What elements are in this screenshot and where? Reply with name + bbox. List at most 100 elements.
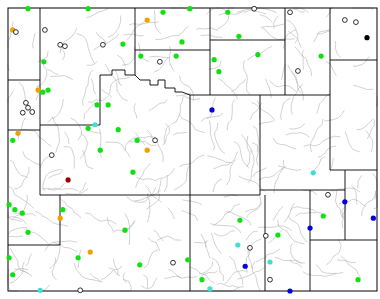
site-marker (145, 17, 150, 22)
site-marker (25, 6, 30, 11)
stream (19, 82, 26, 103)
site-marker (98, 148, 103, 153)
stream (367, 119, 374, 138)
stream (108, 16, 121, 38)
stream (173, 132, 187, 135)
stream (154, 58, 169, 73)
site-marker (153, 138, 158, 143)
stream (342, 207, 345, 218)
stream (288, 216, 307, 243)
site-marker (321, 213, 326, 218)
site-marker (174, 54, 179, 59)
stream (25, 229, 48, 244)
county-line (210, 8, 211, 95)
stream (303, 272, 336, 277)
stream (281, 98, 291, 120)
stream (134, 103, 137, 118)
site-marker (212, 57, 217, 62)
site-marker (63, 44, 68, 49)
stream (12, 195, 28, 219)
stream (9, 236, 23, 237)
stream (79, 182, 86, 192)
site-marker (94, 102, 99, 107)
stream (18, 118, 25, 140)
stream (212, 258, 223, 281)
stream (284, 203, 294, 222)
stream (48, 188, 78, 191)
stream (168, 208, 175, 220)
site-marker (237, 218, 242, 223)
site-marker (263, 233, 268, 238)
site-marker (88, 249, 93, 254)
county-line (330, 170, 377, 171)
stream (201, 234, 206, 248)
county-line (345, 170, 346, 240)
site-marker (43, 28, 48, 33)
stream (201, 35, 223, 37)
site-marker (76, 255, 81, 260)
site-marker (6, 255, 11, 260)
site-marker (45, 87, 50, 92)
site-marker (135, 138, 140, 143)
stream (116, 70, 120, 83)
streams (8, 8, 377, 291)
site-marker (40, 90, 45, 95)
stream (227, 100, 235, 131)
stream (85, 213, 117, 224)
site-marker (185, 257, 190, 262)
county-line (8, 8, 40, 80)
stream (326, 8, 332, 17)
stream (108, 268, 120, 276)
stream (179, 113, 205, 132)
stream (213, 179, 222, 192)
stream (362, 191, 376, 217)
stream (136, 175, 168, 181)
stream (172, 96, 184, 124)
stream (14, 167, 29, 189)
stream (253, 126, 259, 152)
stream (91, 78, 96, 94)
stream (135, 133, 145, 146)
site-marker (342, 18, 347, 23)
stream (43, 169, 61, 191)
stream (47, 69, 58, 75)
stream (205, 241, 210, 259)
stream (273, 206, 283, 220)
site-marker (288, 10, 293, 15)
site-marker (24, 100, 29, 105)
stream (35, 211, 68, 226)
county-line (330, 8, 331, 170)
stream (288, 65, 302, 93)
county-line (100, 70, 190, 110)
stream (122, 47, 135, 66)
stream (252, 261, 260, 291)
county-line (135, 50, 210, 51)
stream (59, 198, 81, 219)
site-marker (60, 207, 65, 212)
site-marker (100, 42, 105, 47)
stream (147, 130, 164, 162)
site-marker (26, 105, 31, 110)
stream (244, 8, 277, 13)
site-marker (307, 225, 312, 230)
site-marker (287, 288, 292, 293)
stream (11, 248, 32, 276)
stream (168, 269, 181, 278)
site-marker (225, 10, 230, 15)
stream (295, 47, 312, 76)
stream (196, 28, 218, 30)
stream (259, 121, 274, 124)
site-marker (371, 216, 376, 221)
stream (284, 30, 297, 49)
stream (302, 50, 303, 70)
site-marker (137, 262, 142, 267)
stream (8, 21, 13, 48)
county-line (8, 80, 40, 130)
stream (324, 110, 344, 121)
stream (246, 196, 261, 218)
stream (88, 96, 108, 102)
stream (199, 262, 213, 274)
stream (129, 142, 157, 146)
stream (217, 283, 244, 287)
stream (94, 34, 119, 50)
